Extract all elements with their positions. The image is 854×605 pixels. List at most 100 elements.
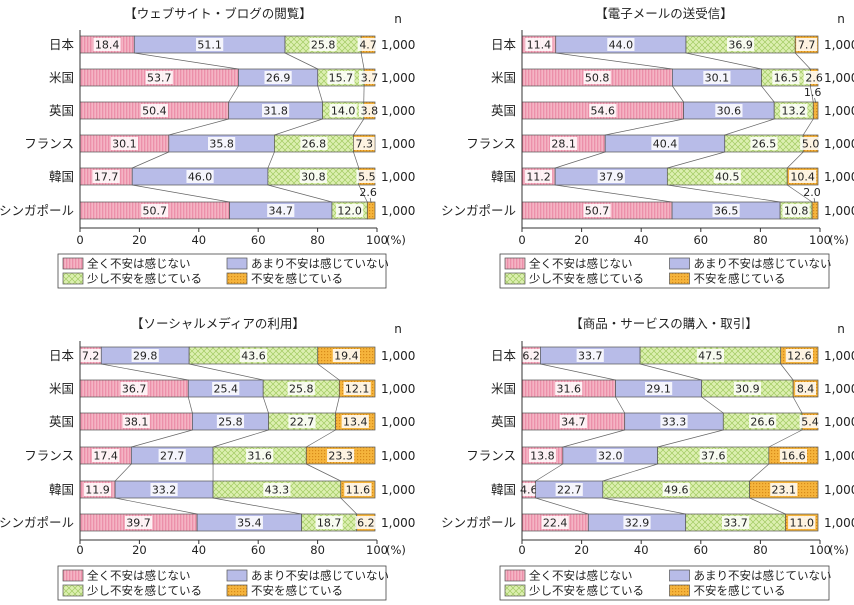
category-label: 韓国 bbox=[49, 482, 74, 497]
value-label: 11.0 bbox=[789, 517, 814, 530]
legend-label: 少し不安を感じている bbox=[529, 584, 644, 598]
n-value: 1,000 bbox=[381, 349, 415, 363]
value-label: 33.7 bbox=[723, 517, 748, 530]
n-value: 1,000 bbox=[381, 137, 415, 151]
x-tick-label: 40 bbox=[191, 233, 206, 247]
legend-box bbox=[499, 253, 830, 289]
category-label: 韓国 bbox=[491, 482, 516, 497]
connector-line bbox=[640, 363, 702, 381]
connector-line bbox=[562, 429, 625, 448]
value-label: 19.4 bbox=[334, 350, 359, 363]
value-label-bg bbox=[549, 137, 578, 150]
x-tick-label: 0 bbox=[76, 543, 83, 557]
value-label-bg bbox=[212, 382, 240, 395]
value-label: 26.5 bbox=[752, 138, 777, 151]
value-label-bg bbox=[140, 104, 168, 117]
value-label-bg bbox=[235, 516, 263, 529]
x-tick-label: 60 bbox=[693, 543, 708, 557]
connector-line bbox=[101, 363, 189, 381]
value-label: 15.7 bbox=[329, 72, 354, 85]
bar-row: フランス 28.1 40.4 26.5 5.0 1,000 bbox=[466, 134, 854, 153]
category-label: シンガポール bbox=[0, 515, 74, 530]
connector-line bbox=[114, 463, 132, 482]
category-label: 米国 bbox=[491, 381, 516, 396]
bar-row: 日本 11.4 44.0 36.9 7.7 1,000 bbox=[491, 35, 854, 54]
value-label-bg bbox=[145, 71, 173, 84]
n-value: 1,000 bbox=[381, 104, 415, 118]
n-value: 1,000 bbox=[824, 170, 854, 184]
bar-row: シンガポール 50.7 34.7 12.0 1,000 bbox=[0, 201, 415, 220]
value-label: 23.1 bbox=[772, 484, 797, 497]
value-label: 50.7 bbox=[143, 205, 168, 218]
connector-line bbox=[212, 429, 269, 448]
connector-line bbox=[701, 396, 724, 414]
value-label-bg bbox=[327, 71, 355, 84]
x-axis: 0 20 40 60 80 100(%) bbox=[518, 341, 849, 557]
value-label-bg bbox=[713, 170, 741, 183]
n-value: 1,000 bbox=[824, 104, 854, 118]
value-label: 5.0 bbox=[802, 138, 820, 151]
connector-line bbox=[131, 429, 193, 448]
connector-line bbox=[761, 85, 775, 103]
n-value: 1,000 bbox=[381, 170, 415, 184]
bar-segment bbox=[811, 201, 819, 220]
value-label-bg bbox=[356, 170, 378, 183]
connector-line bbox=[360, 52, 365, 70]
bar-row: 日本 18.4 51.1 25.8 4.7 1,000 bbox=[49, 35, 415, 54]
value-label-bg bbox=[770, 483, 798, 496]
value-label-bg bbox=[246, 449, 274, 462]
value-label-bg bbox=[131, 349, 159, 362]
value-label-bg bbox=[520, 349, 542, 362]
connector-line bbox=[667, 184, 781, 203]
value-label: 6.2 bbox=[357, 517, 375, 530]
connector-line bbox=[317, 363, 340, 381]
x-tick-label: 40 bbox=[191, 543, 206, 557]
n-value: 1,000 bbox=[381, 382, 415, 396]
x-tick-label: 0 bbox=[518, 233, 525, 247]
x-tick-label: 20 bbox=[132, 233, 147, 247]
x-tick-label: 80 bbox=[310, 543, 325, 557]
x-tick-label: 40 bbox=[634, 543, 649, 557]
connector-line bbox=[535, 463, 564, 482]
connector-line bbox=[605, 118, 684, 136]
category-label: 日本 bbox=[491, 37, 517, 52]
value-label-bg bbox=[789, 170, 817, 183]
n-value: 1,000 bbox=[824, 71, 854, 85]
value-label: 50.8 bbox=[585, 72, 610, 85]
connector-line bbox=[615, 396, 626, 414]
value-label-bg bbox=[150, 483, 178, 496]
value-label: 18.4 bbox=[95, 39, 120, 52]
category-label: フランス bbox=[466, 136, 516, 151]
category-label: 米国 bbox=[49, 70, 74, 85]
value-label-bg bbox=[92, 170, 120, 183]
bar-row: 日本 6.2 33.7 47.5 12.6 1,000 bbox=[491, 346, 854, 365]
value-label-bg bbox=[80, 349, 102, 362]
value-label: 11.6 bbox=[346, 484, 371, 497]
value-label-bg bbox=[359, 71, 380, 84]
value-label-bg bbox=[555, 382, 583, 395]
legend-label: 少し不安を感じている bbox=[87, 584, 202, 598]
x-axis: 0 20 40 60 80 100(%) bbox=[76, 30, 406, 247]
value-label-bg bbox=[749, 415, 777, 428]
legend-label: 不安を感じている bbox=[251, 272, 343, 286]
bar-row: フランス 13.8 32.0 37.6 16.6 1,000 bbox=[466, 446, 854, 465]
value-label: 12.0 bbox=[337, 205, 362, 218]
value-label: 33.7 bbox=[578, 350, 603, 363]
connector-line bbox=[189, 363, 264, 381]
value-label-bg bbox=[699, 449, 727, 462]
leader-line bbox=[814, 97, 816, 104]
legend-swatch bbox=[226, 569, 248, 582]
value-label-bg bbox=[800, 137, 822, 150]
legend-label: 全く不安は感じない bbox=[87, 257, 191, 271]
value-label-bg bbox=[264, 71, 292, 84]
x-tick-label: 80 bbox=[310, 233, 325, 247]
value-label-bg bbox=[703, 71, 731, 84]
value-label: 3.7 bbox=[361, 72, 379, 85]
value-label: 36.7 bbox=[122, 383, 147, 396]
connector-line bbox=[340, 497, 357, 515]
n-value: 1,000 bbox=[824, 516, 854, 530]
connector-lines bbox=[101, 363, 357, 515]
value-label: 43.6 bbox=[241, 350, 266, 363]
value-label: 25.8 bbox=[289, 383, 314, 396]
category-label: 日本 bbox=[49, 348, 75, 363]
